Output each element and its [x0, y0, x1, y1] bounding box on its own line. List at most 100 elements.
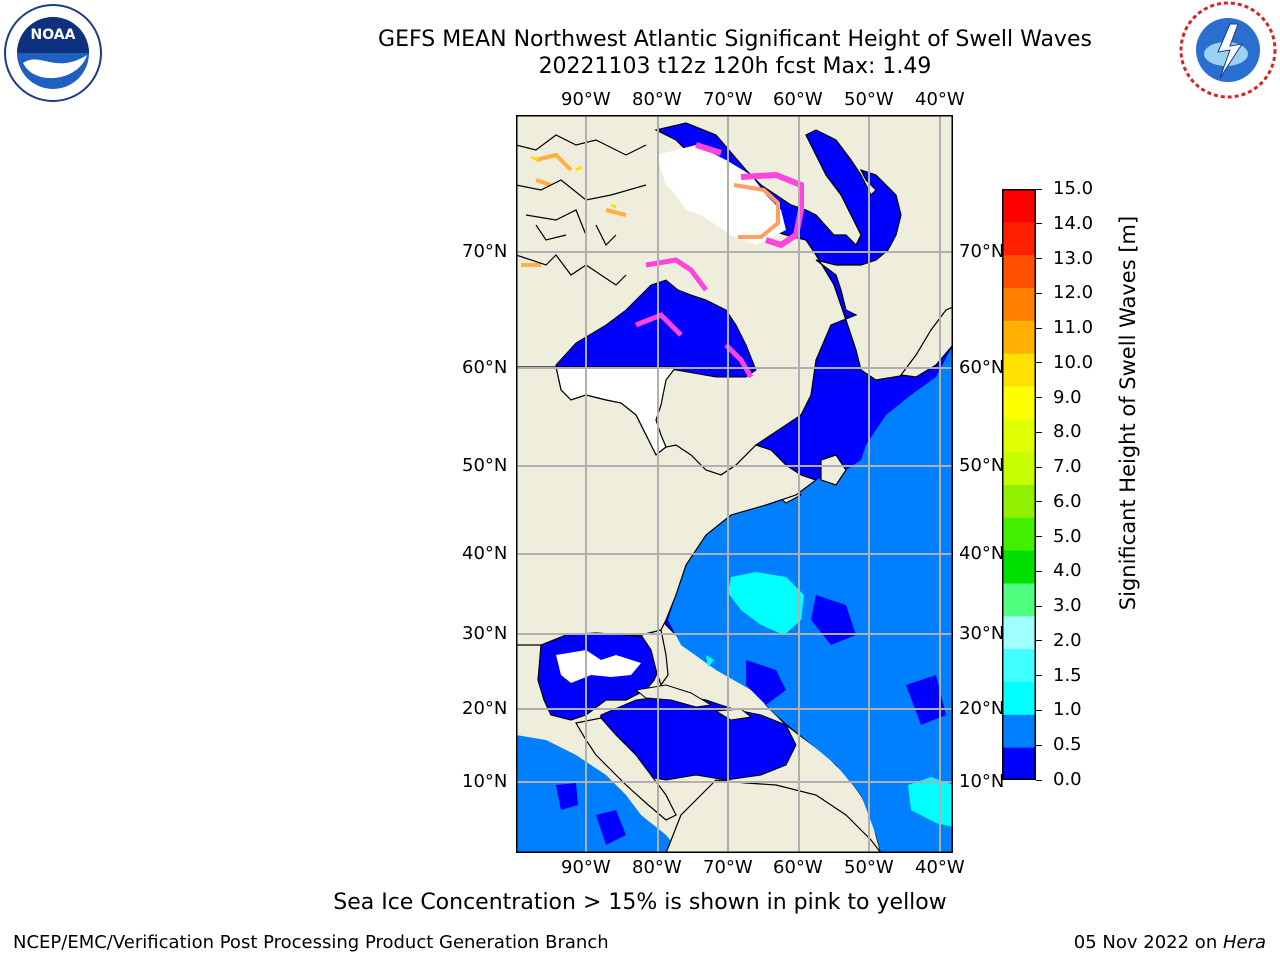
pacific-low-swell-patch [596, 810, 626, 845]
colorbar-swatch [1002, 353, 1036, 387]
ocean-low-swell-patch [746, 660, 786, 705]
colorbar-tick-label: 6.0 [1053, 490, 1082, 512]
colorbar-tick-mark [1036, 744, 1042, 746]
ocean-high-swell-region [706, 655, 714, 667]
map-frame [516, 115, 953, 853]
lat-label-right: 40°N [959, 543, 1005, 564]
chart-title: GEFS MEAN Northwest Atlantic Significant… [378, 27, 1092, 52]
ocean-high-swell-region [908, 777, 953, 827]
colorbar-tick-label: 3.0 [1053, 595, 1082, 617]
ocean-low-swell-patch [811, 595, 856, 645]
lon-label-bottom: 50°W [844, 857, 894, 878]
lat-label-left: 10°N [462, 771, 508, 792]
colorbar-tick-label: 5.0 [1053, 525, 1082, 547]
lat-label-right: 10°N [959, 771, 1005, 792]
lat-label-right: 50°N [959, 455, 1005, 476]
lat-label-right: 20°N [959, 698, 1005, 719]
colorbar-tick-label: 12.0 [1053, 282, 1094, 304]
lon-label-bottom: 80°W [632, 857, 682, 878]
lat-label-left: 70°N [462, 241, 508, 262]
colorbar-swatch [1002, 648, 1036, 682]
newfoundland-island [820, 454, 847, 486]
colorbar-swatch [1002, 714, 1036, 748]
colorbar-tick-mark [1036, 536, 1042, 538]
colorbar-swatch [1002, 189, 1036, 223]
colorbar-swatch [1002, 386, 1036, 420]
colorbar-tick-label: 14.0 [1053, 212, 1094, 234]
colorbar-tick-mark [1036, 675, 1042, 677]
chart-subtitle: 20221103 t12z 120h fcst Max: 1.49 [538, 54, 932, 79]
colorbar-tick-mark [1036, 779, 1042, 781]
colorbar-tick-mark [1036, 466, 1042, 468]
colorbar-tick-label: 0.5 [1053, 734, 1082, 756]
sea-ice-pink-edge-north [695, 142, 804, 249]
sea-ice-orange-arctic [521, 152, 627, 267]
ocean-mid-swell-region [668, 345, 953, 853]
colorbar-tick-mark [1036, 223, 1042, 225]
colorbar-tick-mark [1036, 640, 1042, 642]
arctic-coastlines [515, 134, 647, 286]
colorbar-tick-label: 15.0 [1053, 178, 1094, 199]
colorbar-tick-mark [1036, 570, 1042, 572]
colorbar-tick-label: 9.0 [1053, 386, 1082, 408]
map-canvas [515, 115, 954, 854]
lon-label-top: 90°W [561, 89, 611, 110]
colorbar-tick-mark [1036, 258, 1042, 260]
colorbar-tick-mark [1036, 397, 1042, 399]
sea-ice-caption: Sea Ice Concentration > 15% is shown in … [333, 890, 947, 915]
lat-label-right: 60°N [959, 357, 1005, 378]
ocean-high-swell-region [728, 572, 804, 635]
colorbar-swatch [1002, 221, 1036, 256]
colorbar-tick-mark [1036, 605, 1042, 607]
colorbar-tick-mark [1036, 709, 1042, 711]
central-america-land [575, 717, 677, 821]
colorbar-swatch [1002, 418, 1036, 453]
footer-credit: NCEP/EMC/Verification Post Processing Pr… [13, 932, 609, 953]
colorbar-frame [1002, 189, 1036, 780]
lat-label-left: 40°N [462, 543, 508, 564]
footer-date: 05 Nov 2022 on Hera [1074, 932, 1266, 953]
colorbar-tick-label: 0.0 [1053, 769, 1082, 790]
colorbar-label: Significant Height of Swell Waves [m] [1116, 215, 1140, 611]
colorbar-tick-mark [1036, 327, 1042, 329]
lat-label-left: 60°N [462, 357, 508, 378]
nws-logo [1178, 0, 1278, 100]
colorbar-tick-mark [1036, 431, 1042, 433]
lon-label-bottom: 40°W [915, 857, 965, 878]
lat-label-right: 30°N [959, 623, 1005, 644]
colorbar-tick-mark [1036, 362, 1042, 364]
lon-label-top: 80°W [632, 89, 682, 110]
lon-label-top: 50°W [844, 89, 894, 110]
colorbar [1002, 189, 1036, 781]
lon-label-top: 40°W [915, 89, 965, 110]
map-panel [515, 115, 954, 854]
hudson-bay-water [555, 279, 757, 378]
colorbar-tick-label: 7.0 [1053, 456, 1082, 478]
colorbar-tick-label: 8.0 [1053, 421, 1082, 443]
gulf-no-data-patch [556, 650, 641, 683]
south-america-land [665, 779, 883, 854]
colorbar-tick-label: 13.0 [1053, 247, 1094, 269]
noaa-logo: NOAA [3, 3, 103, 103]
colorbar-swatch [1002, 517, 1036, 551]
colorbar-swatch [1002, 320, 1036, 354]
colorbar-swatch [1002, 747, 1036, 781]
colorbar-tick-label: 11.0 [1053, 317, 1094, 339]
colorbar-tick-mark [1036, 292, 1042, 294]
colorbar-tick-label: 2.0 [1053, 629, 1082, 651]
footer-machine: Hera [1222, 932, 1266, 953]
colorbar-swatch [1002, 484, 1036, 518]
lat-label-left: 30°N [462, 623, 508, 644]
colorbar-swatch [1002, 287, 1036, 321]
lon-label-bottom: 70°W [703, 857, 753, 878]
ocean-low-swell-patch [906, 675, 946, 725]
sea-ice-yellow-arctic [530, 155, 617, 209]
colorbar-swatch [1002, 451, 1036, 485]
colorbar-tick-label: 1.0 [1053, 699, 1082, 721]
pacific-water [516, 735, 681, 853]
footer-date-text: 05 Nov 2022 on [1073, 932, 1223, 953]
lat-label-left: 50°N [462, 455, 508, 476]
colorbar-tick-mark [1036, 501, 1042, 503]
noaa-logo-text: NOAA [31, 27, 76, 43]
lat-label-right: 70°N [959, 241, 1005, 262]
